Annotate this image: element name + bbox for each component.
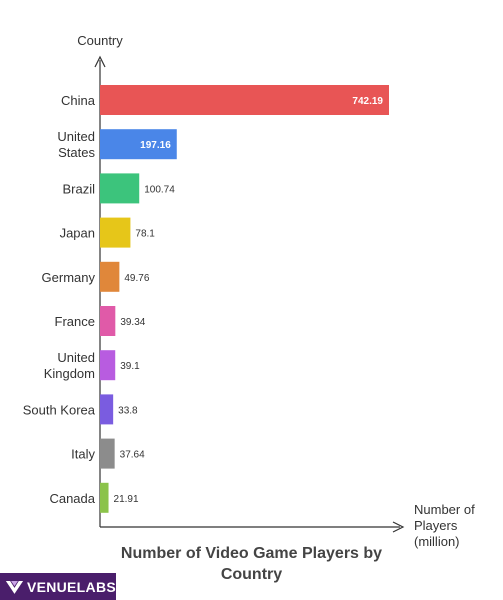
category-label: Canada [49,491,95,506]
value-label: 100.74 [144,184,175,195]
axes [94,55,405,533]
x-axis-arrow-icon [392,521,405,533]
category-label: Germany [42,270,96,285]
value-label: 78.1 [135,229,155,240]
bar-france [100,306,116,336]
category-label: France [55,314,95,329]
value-label: 197.16 [140,140,171,151]
category-label: South Korea [23,402,96,417]
bar-united-states [100,129,177,160]
bar-south-korea [100,394,114,425]
bar-brazil [100,173,140,204]
value-label: 49.76 [124,273,149,284]
category-label: China [61,93,96,108]
value-label: 39.34 [120,317,145,328]
venuelabs-logo: VENUELABS [0,573,116,600]
category-labels: China United States Brazil Japan Germany Franc… [23,93,96,506]
value-label: 33.8 [118,405,138,416]
bar-japan [100,217,131,248]
value-label: 37.64 [120,450,145,461]
value-label: 742.19 [352,96,383,107]
logo-text: VENUELABS [26,578,116,595]
bar-china [100,85,389,115]
bar-united-kingdom [100,350,116,381]
x-axis-title: Number of Players (million) [414,502,475,549]
y-axis-arrow-icon [94,55,106,68]
value-label: 21.91 [114,494,139,505]
bar-germany [100,261,120,292]
bar-canada [100,482,109,513]
category-label: Brazil [62,181,95,196]
bars [100,85,389,513]
category-label: United Kingdom [44,350,95,381]
y-axis-title: Country [77,33,123,48]
category-label: Italy [71,447,95,462]
value-labels: 742.19 197.16 100.74 78.1 49.76 39.34 39.1 33.8… [114,96,384,505]
category-label: United States [57,129,95,160]
chart-title: Number of Video Game Players by Country [120,545,383,583]
bar-italy [100,438,115,469]
category-label: Japan [60,226,95,241]
value-label: 39.1 [120,361,140,372]
venuelabs-v-icon [5,580,24,594]
